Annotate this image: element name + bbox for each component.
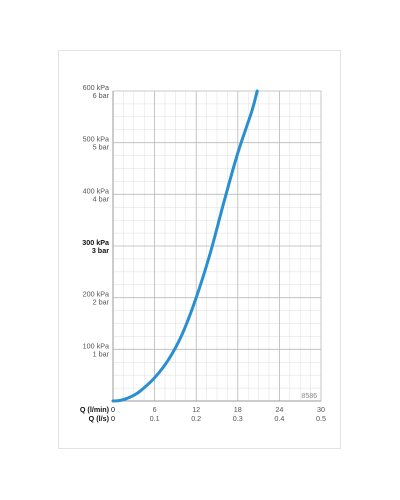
x-tick-label-primary: 6 (153, 405, 157, 414)
x-tick-label-primary: 18 (234, 405, 242, 414)
x-tick-label-secondary: 0.3 (233, 414, 243, 423)
y-tick-label-bar: 2 bar (93, 298, 110, 307)
x-axis-label-primary: Q (l/min) (80, 405, 110, 414)
y-tick-label-kpa: 500 kPa (83, 135, 109, 144)
x-tick-label-secondary: 0.2 (191, 414, 201, 423)
x-tick-label-secondary: 0.5 (316, 414, 326, 423)
x-tick-label-primary: 0 (111, 405, 115, 414)
x-axis-ticks: Q (l/min)Q (l/s)0 6 12 18 24 30 0 0.1 0.2 0.3 0.4 0… (80, 405, 326, 423)
x-tick-label-secondary: 0.4 (274, 414, 284, 423)
y-tick-label-bar: 6 bar (93, 91, 110, 100)
x-tick-label-primary: 12 (192, 405, 200, 414)
x-axis-label-secondary: Q (l/s) (89, 414, 110, 423)
y-tick-label-bar: 3 bar (92, 246, 109, 255)
y-tick-label-bar: 4 bar (93, 194, 110, 203)
y-tick-label-bar: 1 bar (93, 349, 110, 358)
x-tick-label-secondary: 0 (111, 414, 115, 423)
y-tick-label-kpa: 100 kPa (83, 341, 109, 350)
x-tick-label-secondary: 0.1 (150, 414, 160, 423)
grid-major (112, 90, 322, 402)
y-tick-label-kpa: 400 kPa (83, 186, 109, 195)
y-tick-label-kpa: 200 kPa (83, 290, 109, 299)
x-tick-label-primary: 24 (275, 405, 283, 414)
y-tick-label-kpa: 600 kPa (83, 83, 109, 92)
y-tick-label-kpa: 300 kPa (82, 238, 110, 247)
chart-card: 100 kPa 1 bar 200 kPa 2 bar 300 kPa 3 bar 400 … (58, 50, 341, 449)
y-tick-label-bar: 5 bar (93, 143, 110, 152)
annotation-code: 8586 (301, 393, 317, 400)
series-line (111, 89, 259, 403)
x-tick-label-primary: 30 (317, 405, 325, 414)
